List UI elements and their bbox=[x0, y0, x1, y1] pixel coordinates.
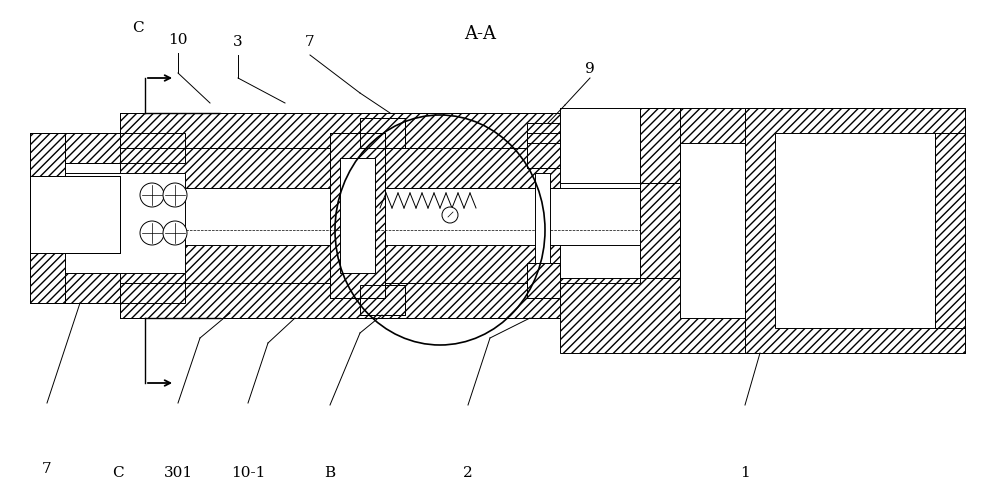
Bar bbox=[527, 123, 560, 143]
Bar bbox=[640, 108, 680, 183]
Bar bbox=[935, 133, 965, 328]
Bar bbox=[640, 183, 680, 278]
Bar bbox=[30, 133, 185, 163]
Bar bbox=[30, 133, 65, 303]
Bar bbox=[527, 263, 560, 298]
Polygon shape bbox=[560, 278, 745, 353]
Text: 2: 2 bbox=[463, 466, 473, 480]
Bar bbox=[640, 108, 680, 183]
Bar bbox=[640, 183, 680, 278]
Bar bbox=[360, 118, 405, 148]
Text: 1: 1 bbox=[740, 466, 750, 480]
Text: 10: 10 bbox=[168, 33, 188, 47]
Bar bbox=[30, 143, 65, 303]
Text: C: C bbox=[132, 21, 144, 35]
Bar bbox=[560, 108, 640, 183]
Bar bbox=[527, 133, 560, 168]
Text: 7: 7 bbox=[305, 35, 315, 49]
Bar bbox=[745, 108, 965, 353]
Bar bbox=[120, 243, 640, 283]
Circle shape bbox=[442, 207, 458, 223]
Text: 301: 301 bbox=[163, 466, 193, 480]
Text: A-A: A-A bbox=[464, 25, 496, 43]
Bar bbox=[120, 283, 560, 318]
Text: C: C bbox=[112, 466, 124, 480]
Text: 10-1: 10-1 bbox=[231, 466, 265, 480]
Bar bbox=[30, 176, 120, 253]
Circle shape bbox=[140, 221, 164, 245]
Bar bbox=[560, 183, 640, 278]
Bar bbox=[527, 263, 560, 298]
Bar bbox=[340, 158, 375, 273]
Polygon shape bbox=[560, 108, 745, 183]
Bar bbox=[360, 285, 405, 315]
Bar bbox=[745, 108, 965, 353]
Text: 7: 7 bbox=[42, 462, 52, 476]
Bar bbox=[160, 188, 640, 245]
Bar bbox=[775, 133, 935, 328]
Bar bbox=[935, 133, 965, 328]
Bar bbox=[30, 143, 65, 303]
Circle shape bbox=[163, 183, 187, 207]
Circle shape bbox=[140, 183, 164, 207]
Text: 3: 3 bbox=[233, 35, 243, 49]
Bar bbox=[330, 133, 385, 298]
Bar bbox=[527, 133, 560, 168]
Bar bbox=[30, 176, 120, 253]
Bar bbox=[360, 285, 405, 315]
Text: 9: 9 bbox=[585, 63, 595, 76]
Text: B: B bbox=[324, 466, 336, 480]
Bar bbox=[120, 148, 640, 188]
Bar bbox=[30, 133, 65, 303]
Bar bbox=[330, 133, 385, 298]
Bar bbox=[30, 273, 185, 303]
Bar bbox=[535, 173, 550, 263]
Bar bbox=[30, 273, 185, 303]
Bar bbox=[30, 133, 185, 163]
Circle shape bbox=[163, 221, 187, 245]
Bar bbox=[120, 113, 560, 148]
Bar bbox=[360, 118, 405, 148]
Bar bbox=[65, 173, 185, 273]
